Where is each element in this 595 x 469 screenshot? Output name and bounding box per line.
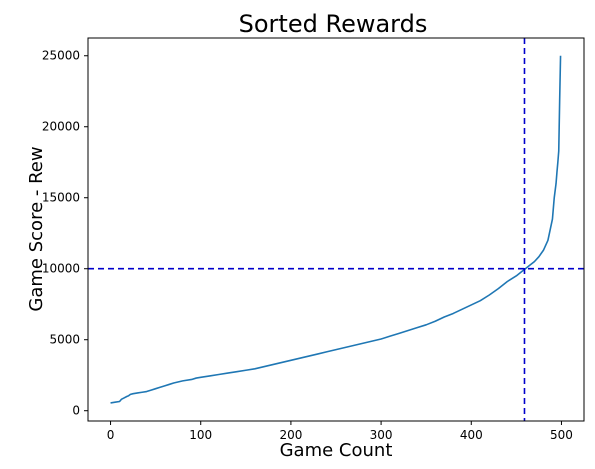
y-tick-label: 25000 — [42, 49, 80, 63]
y-tick-label: 10000 — [42, 262, 80, 276]
series-line — [110, 55, 562, 404]
x-tick-label: 0 — [107, 428, 115, 442]
y-tick-label: 20000 — [42, 120, 80, 134]
x-tick-label: 200 — [279, 428, 302, 442]
x-tick-label: 300 — [370, 428, 393, 442]
x-tick-label: 500 — [550, 428, 573, 442]
x-axis-title: Game Count — [280, 440, 393, 461]
x-tick-label: 400 — [460, 428, 483, 442]
x-tick-label: 100 — [189, 428, 212, 442]
y-axis-title: Game Score - Rew — [26, 146, 47, 311]
chart-title: Sorted Rewards — [239, 10, 428, 38]
y-tick-label: 15000 — [42, 191, 80, 205]
y-tick-label: 0 — [72, 404, 80, 418]
plot-frame — [87, 37, 585, 422]
y-tick-label: 5000 — [49, 333, 80, 347]
plot-area — [88, 38, 584, 421]
axis-ticks: 0 100 200 300 400 500050001000015000200002500… — [42, 49, 573, 442]
